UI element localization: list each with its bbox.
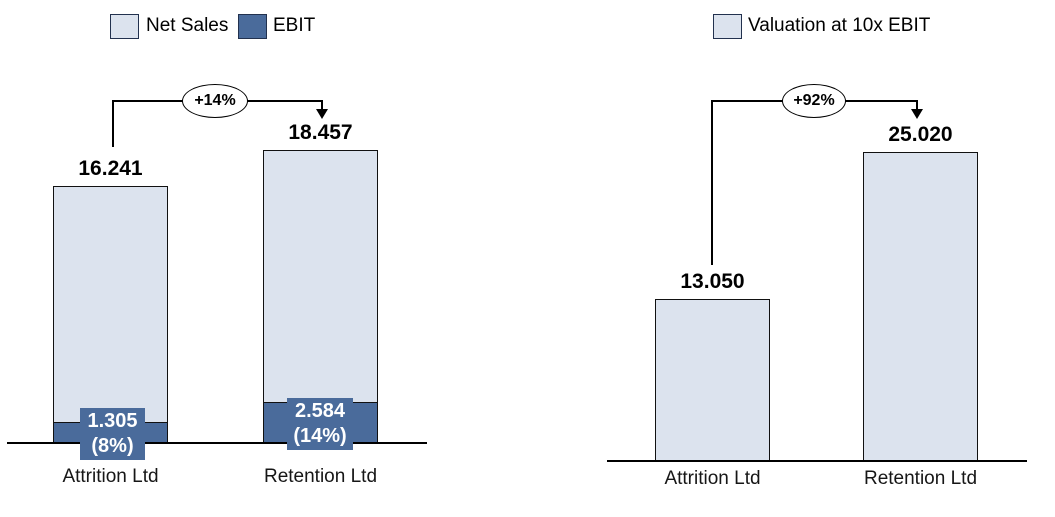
connector-line-left-drop	[112, 100, 114, 147]
bar-valuation-retention	[863, 152, 978, 461]
growth-badge: +14%	[182, 84, 248, 118]
growth-badge: +92%	[782, 84, 846, 118]
legend-label-net-sales: Net Sales	[146, 15, 229, 36]
ebit-value: 1.305	[87, 410, 138, 432]
arrow-down-icon	[316, 109, 328, 119]
ebit-margin: (8%)	[91, 435, 134, 457]
bar-valuation-attrition	[655, 299, 770, 461]
legend-swatch-valuation	[713, 14, 742, 39]
ebit-data-label: 2.584 (14%)	[287, 398, 353, 450]
ebit-margin: (14%)	[293, 425, 347, 447]
data-label-net-sales: 16.241	[78, 157, 143, 180]
x-axis-line	[607, 460, 1027, 462]
legend-swatch-net-sales	[110, 14, 139, 39]
data-label-valuation: 13.050	[680, 270, 745, 293]
x-axis-line	[7, 442, 427, 444]
category-label: Attrition Ltd	[664, 468, 761, 489]
arrow-down-icon	[911, 109, 923, 119]
bar-net-sales-retention	[263, 150, 378, 443]
category-label: Attrition Ltd	[62, 466, 159, 487]
legend-label-valuation: Valuation at 10x EBIT	[748, 15, 931, 36]
ebit-value: 2.584	[294, 400, 346, 422]
category-label: Retention Ltd	[863, 468, 978, 489]
legend-label-ebit: EBIT	[273, 15, 316, 36]
legend-swatch-ebit	[238, 14, 267, 39]
bar-net-sales-attrition	[53, 186, 168, 443]
connector-line-arrow-stem	[321, 100, 323, 111]
category-label: Retention Ltd	[263, 466, 378, 487]
ebit-data-label: 1.305 (8%)	[80, 408, 145, 460]
data-label-net-sales: 18.457	[288, 121, 353, 144]
data-label-valuation: 25.020	[888, 123, 953, 146]
connector-line-left-drop	[711, 100, 713, 265]
connector-line-arrow-stem	[916, 100, 918, 111]
